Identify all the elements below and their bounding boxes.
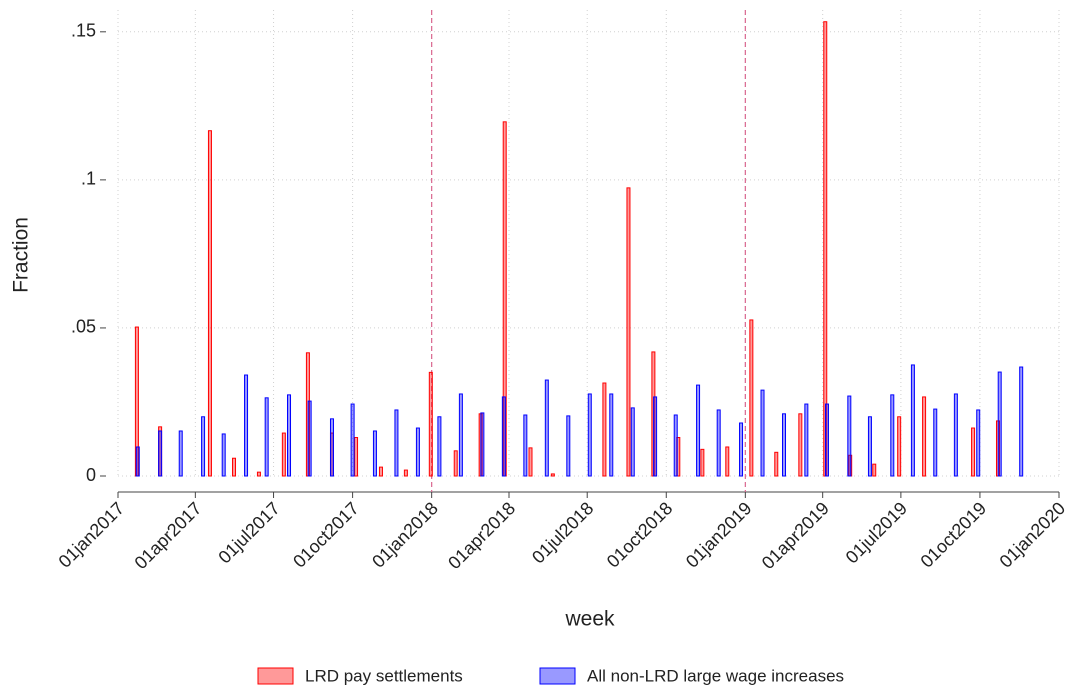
- bar: [953, 393, 958, 477]
- bar: [307, 400, 312, 477]
- x-tick-label: 01jan2019: [682, 498, 756, 572]
- bar: [566, 415, 571, 477]
- bar: [287, 394, 292, 477]
- bar: [221, 433, 226, 477]
- bar: [415, 427, 420, 477]
- bar: [458, 393, 463, 477]
- x-axis-title: week: [564, 608, 615, 631]
- y-axis-title: Fraction: [10, 217, 33, 293]
- x-tick-label: 01jul2019: [842, 498, 911, 567]
- bar: [158, 430, 163, 477]
- bar: [428, 371, 433, 477]
- y-tick-label: 0: [86, 465, 96, 485]
- bar: [207, 130, 212, 477]
- legend-label: All non-LRD large wage increases: [587, 666, 844, 685]
- bar: [971, 427, 976, 477]
- bar: [890, 394, 895, 477]
- bar: [630, 407, 635, 477]
- x-tick-label: 01jan2018: [368, 498, 442, 572]
- bar: [804, 403, 809, 477]
- bar: [528, 447, 533, 477]
- bar: [997, 371, 1002, 477]
- bar: [437, 416, 442, 477]
- x-tick-label: 01apr2019: [758, 498, 833, 573]
- bar: [602, 382, 607, 477]
- x-tick-label: 01oct2017: [289, 498, 363, 572]
- bar: [824, 403, 829, 477]
- x-tick-label: 01jan2017: [55, 498, 129, 572]
- x-tick-label: 01apr2017: [131, 498, 206, 573]
- bar: [725, 446, 730, 477]
- bar: [232, 457, 237, 477]
- bar: [480, 412, 485, 477]
- x-tick-label: 01jul2017: [214, 498, 283, 567]
- bar: [910, 364, 915, 477]
- y-tick-label: .05: [71, 317, 96, 337]
- bar: [626, 187, 631, 477]
- bar: [933, 408, 938, 477]
- x-tick-label: 01oct2019: [917, 498, 991, 572]
- bar: [774, 451, 779, 477]
- bar: [394, 409, 399, 477]
- bar: [782, 413, 787, 477]
- bar: [847, 395, 852, 477]
- bar: [350, 403, 355, 477]
- bar: [544, 379, 549, 477]
- bar: [798, 413, 803, 477]
- bar: [135, 446, 140, 477]
- bar: [760, 389, 765, 477]
- bar: [716, 409, 721, 477]
- legend-swatch: [539, 667, 576, 685]
- bar: [244, 374, 249, 477]
- bar: [281, 432, 286, 477]
- bar: [523, 414, 528, 477]
- bar: [378, 466, 383, 477]
- legend-swatch: [257, 667, 294, 685]
- y-tick-label: .1: [81, 169, 96, 189]
- bar: [653, 396, 658, 477]
- bar: [403, 469, 408, 477]
- bar: [700, 448, 705, 477]
- bar: [872, 463, 877, 477]
- x-tick-label: 01jan2020: [996, 498, 1070, 572]
- bar: [1019, 366, 1024, 477]
- bar: [609, 393, 614, 477]
- bar: [550, 473, 555, 477]
- bar: [976, 409, 981, 477]
- legend: LRD pay settlements All non-LRD large wag…: [257, 666, 844, 685]
- bar: [329, 418, 334, 477]
- bar: [897, 416, 902, 477]
- bar: [354, 437, 359, 477]
- bar: [922, 396, 927, 477]
- bar: [696, 384, 701, 477]
- bar: [501, 396, 506, 477]
- x-tick-label: 01jul2018: [528, 498, 597, 567]
- legend-label: LRD pay settlements: [305, 666, 463, 685]
- bar: [256, 471, 261, 477]
- bar: [867, 416, 872, 477]
- x-tick-label: 01apr2018: [444, 498, 519, 573]
- bar: [178, 430, 183, 477]
- y-tick-label: .15: [71, 21, 96, 41]
- bar: [587, 393, 592, 477]
- bar: [372, 430, 377, 477]
- bar: [201, 416, 206, 477]
- bar: [264, 397, 269, 477]
- bar: [673, 414, 678, 477]
- bar: [453, 450, 458, 477]
- bar: [739, 422, 744, 477]
- bar: [749, 319, 754, 477]
- x-tick-label: 01oct2018: [603, 498, 677, 572]
